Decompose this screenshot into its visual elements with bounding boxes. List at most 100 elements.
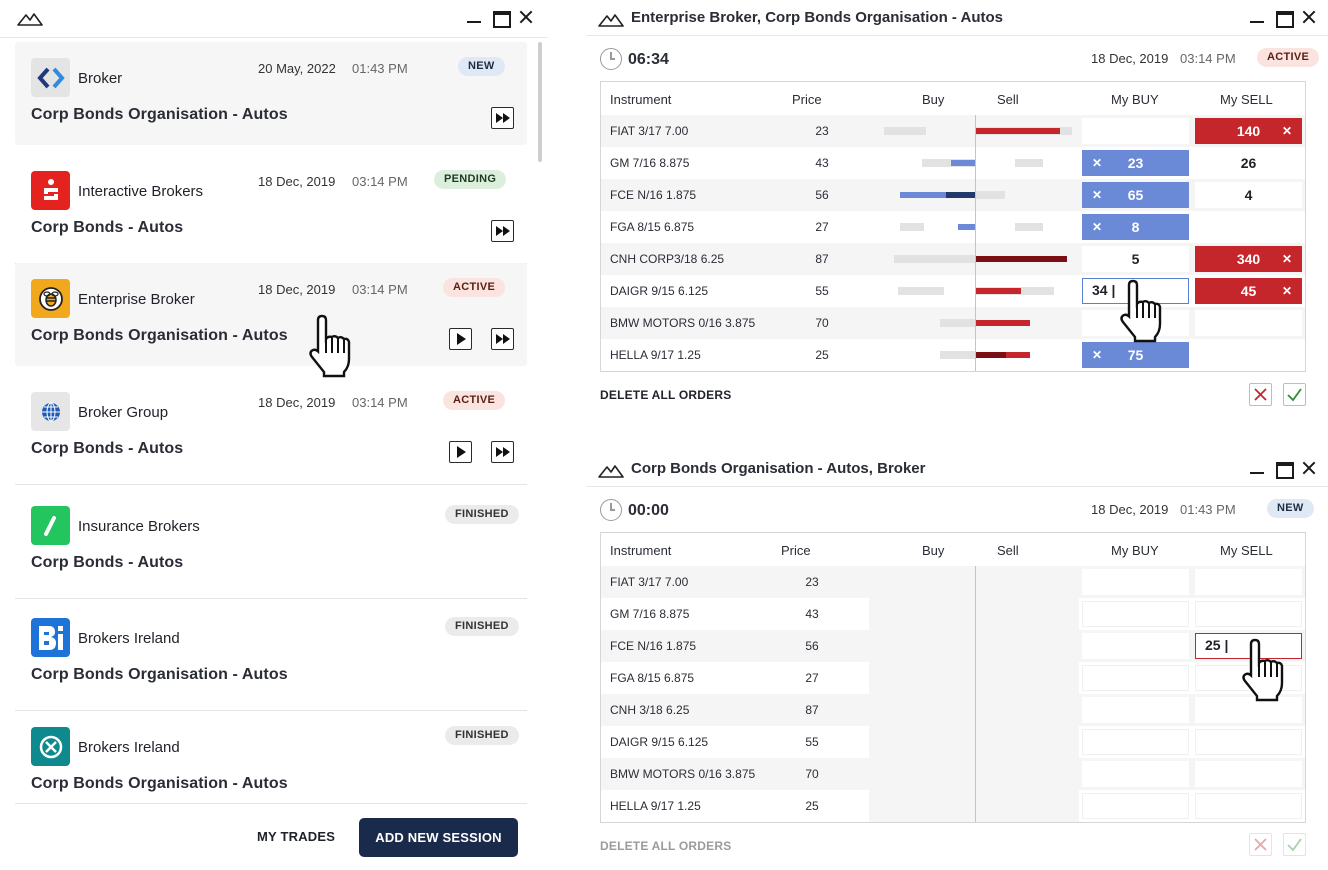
add-new-session-button[interactable]: ADD NEW SESSION <box>359 818 518 857</box>
cancel-order-icon[interactable]: ✕ <box>1092 156 1103 170</box>
my-buy-input[interactable] <box>1082 118 1189 144</box>
my-sell-order[interactable]: 340 ✕ <box>1195 246 1302 272</box>
sessions-titlebar <box>0 0 548 38</box>
my-buy-order[interactable]: ✕ 75 <box>1082 342 1189 368</box>
minimize-icon[interactable] <box>1250 9 1264 25</box>
my-sell-order[interactable]: 45 ✕ <box>1195 278 1302 304</box>
play-button[interactable] <box>449 441 472 463</box>
my-buy-order[interactable]: ✕ 65 <box>1082 182 1189 208</box>
cancel-order-icon[interactable]: ✕ <box>1281 252 1292 266</box>
my-buy-input[interactable] <box>1082 793 1189 819</box>
close-icon[interactable] <box>1302 9 1316 25</box>
bee-logo-icon <box>31 279 70 318</box>
my-sell-input[interactable]: 4 <box>1195 182 1302 208</box>
play-button[interactable] <box>449 328 472 350</box>
my-sell-input[interactable] <box>1195 729 1302 755</box>
my-sell-input[interactable] <box>1195 697 1302 723</box>
session-card[interactable]: Brokers Ireland FINISHED Corp Bonds Orga… <box>15 602 527 711</box>
my-sell-input-editing[interactable]: 25 | <box>1195 633 1302 659</box>
session-title: Corp Bonds Organisation - Autos <box>31 106 288 123</box>
col-buy: Buy <box>922 92 945 107</box>
my-sell-order[interactable]: 140 ✕ <box>1195 118 1302 144</box>
status-badge: ACTIVE <box>443 278 506 297</box>
bank-s-logo-icon <box>31 171 70 210</box>
my-sell-input[interactable] <box>1195 761 1302 787</box>
cancel-changes-button[interactable] <box>1249 833 1272 856</box>
session-card[interactable]: Broker Group 18 Dec, 2019 03:14 PM ACTIV… <box>15 376 527 485</box>
fast-forward-button[interactable] <box>491 220 514 242</box>
close-icon[interactable] <box>519 9 533 25</box>
my-sell-input[interactable] <box>1195 214 1302 240</box>
session-date: 18 Dec, 2019 <box>258 174 336 189</box>
instrument-name: DAIGR 9/15 6.125 <box>610 284 709 298</box>
table-row: BMW MOTORS 0/16 3.875 70 8 <box>601 307 1305 339</box>
my-buy-input[interactable] <box>1082 729 1189 755</box>
my-buy-input[interactable] <box>1082 601 1189 627</box>
delete-all-orders-button[interactable]: DELETE ALL ORDERS <box>600 839 732 853</box>
confirm-changes-button[interactable] <box>1283 833 1306 856</box>
window-controls <box>467 9 533 28</box>
maximize-icon[interactable] <box>493 9 511 28</box>
col-sell: Sell <box>997 543 1019 558</box>
session-card[interactable]: Enterprise Broker 18 Dec, 2019 03:14 PM … <box>15 263 527 366</box>
my-buy-order[interactable]: ✕ 8 <box>1082 214 1189 240</box>
buy-depth-bar <box>898 287 944 295</box>
status-badge: NEW <box>1267 499 1314 518</box>
session-title: Corp Bonds - Autos <box>31 440 184 457</box>
my-buy-input[interactable] <box>1082 569 1189 595</box>
table-header: Instrument Price Buy Sell My BUY My SELL <box>601 82 1305 115</box>
order-value: 140 <box>1236 123 1261 139</box>
table-row: FIAT 3/17 7.00 23 140 ✕ <box>601 115 1305 147</box>
cancel-order-icon[interactable]: ✕ <box>1281 124 1292 138</box>
my-buy-input[interactable] <box>1082 665 1189 691</box>
my-buy-input[interactable]: 5 <box>1082 246 1189 272</box>
my-sell-input[interactable] <box>1195 342 1302 368</box>
minimize-icon[interactable] <box>467 9 481 25</box>
maximize-icon[interactable] <box>1276 460 1294 479</box>
confirm-changes-button[interactable] <box>1283 383 1306 406</box>
cancel-order-icon[interactable]: ✕ <box>1092 348 1103 362</box>
delete-all-orders-button[interactable]: DELETE ALL ORDERS <box>600 388 732 402</box>
order-value: 340 <box>1236 251 1261 267</box>
session-card[interactable]: Insurance Brokers FINISHED Corp Bonds - … <box>15 490 527 599</box>
close-icon[interactable] <box>1302 460 1316 476</box>
my-sell-input[interactable] <box>1195 569 1302 595</box>
panel-title: Corp Bonds Organisation - Autos, Broker <box>631 460 926 477</box>
session-title: Corp Bonds Organisation - Autos <box>31 775 288 792</box>
cancel-changes-button[interactable] <box>1249 383 1272 406</box>
order-value: 45 <box>1240 283 1257 299</box>
scrollbar[interactable] <box>538 42 542 162</box>
my-sell-input[interactable] <box>1195 310 1302 336</box>
cancel-order-icon[interactable]: ✕ <box>1281 284 1292 298</box>
session-card[interactable]: Broker 20 May, 2022 01:43 PM NEW Corp Bo… <box>15 42 527 145</box>
hand-cursor-icon <box>1120 279 1162 343</box>
session-card[interactable]: Interactive Brokers 18 Dec, 2019 03:14 P… <box>15 155 527 264</box>
fast-forward-button[interactable] <box>491 328 514 350</box>
session-card[interactable]: Brokers Ireland FINISHED Corp Bonds Orga… <box>15 711 527 814</box>
col-my-sell: My SELL <box>1220 92 1273 107</box>
session-time: 01:43 PM <box>1180 502 1236 517</box>
my-buy-order[interactable]: ✕ 23 <box>1082 150 1189 176</box>
minimize-icon[interactable] <box>1250 460 1264 476</box>
status-badge: NEW <box>458 57 505 76</box>
order-value: 65 <box>1127 187 1144 203</box>
my-buy-input[interactable] <box>1082 697 1189 723</box>
cancel-order-icon[interactable]: ✕ <box>1092 220 1103 234</box>
fast-forward-button[interactable] <box>491 107 514 129</box>
my-trades-button[interactable]: MY TRADES <box>257 829 336 844</box>
my-sell-input[interactable] <box>1195 793 1302 819</box>
my-sell-input[interactable] <box>1195 601 1302 627</box>
my-sell-input[interactable]: 26 <box>1195 150 1302 176</box>
my-buy-input[interactable] <box>1082 761 1189 787</box>
buy-depth-bar <box>894 255 975 263</box>
cancel-order-icon[interactable]: ✕ <box>1092 188 1103 202</box>
sell-order-bar <box>976 128 1060 134</box>
col-my-buy: My BUY <box>1111 92 1159 107</box>
maximize-icon[interactable] <box>1276 9 1294 28</box>
instrument-price: 55 <box>805 735 819 749</box>
fast-forward-icon <box>496 226 510 236</box>
my-buy-input[interactable] <box>1082 633 1189 659</box>
chevrons-logo-icon <box>31 58 70 97</box>
status-badge: FINISHED <box>445 617 519 636</box>
fast-forward-button[interactable] <box>491 441 514 463</box>
